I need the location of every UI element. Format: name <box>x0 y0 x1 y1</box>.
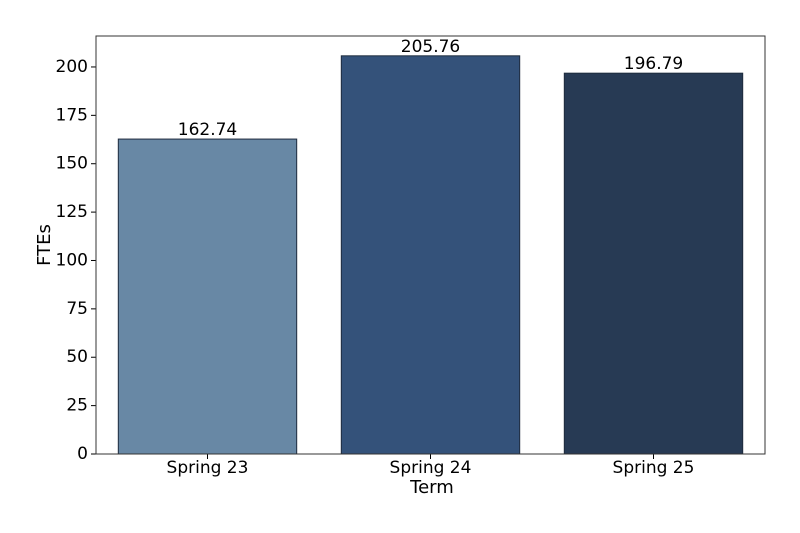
plot-frame <box>95 35 766 455</box>
y-axis-label: FTEs <box>34 224 55 266</box>
data-label: 196.79 <box>624 54 683 74</box>
x-tick-label: Spring 25 <box>613 458 695 478</box>
y-tick-label: 50 <box>66 347 88 367</box>
y-tick-label: 150 <box>56 154 88 174</box>
data-label: 162.74 <box>178 120 237 140</box>
bar <box>563 72 744 455</box>
y-tick-label: 175 <box>56 105 88 125</box>
y-tick-label: 100 <box>56 250 88 270</box>
y-tick-label: 75 <box>66 299 88 319</box>
data-label: 205.76 <box>401 37 460 57</box>
y-tick-label: 200 <box>56 57 88 77</box>
y-tick-label: 125 <box>56 202 88 222</box>
y-tick-label: 0 <box>77 444 88 464</box>
x-tick-label: Spring 24 <box>390 458 472 478</box>
x-tick-label: Spring 23 <box>167 458 249 478</box>
bar <box>117 138 298 455</box>
bar <box>340 55 521 455</box>
x-axis-label: Term <box>409 477 454 498</box>
y-tick-label: 25 <box>66 396 88 416</box>
